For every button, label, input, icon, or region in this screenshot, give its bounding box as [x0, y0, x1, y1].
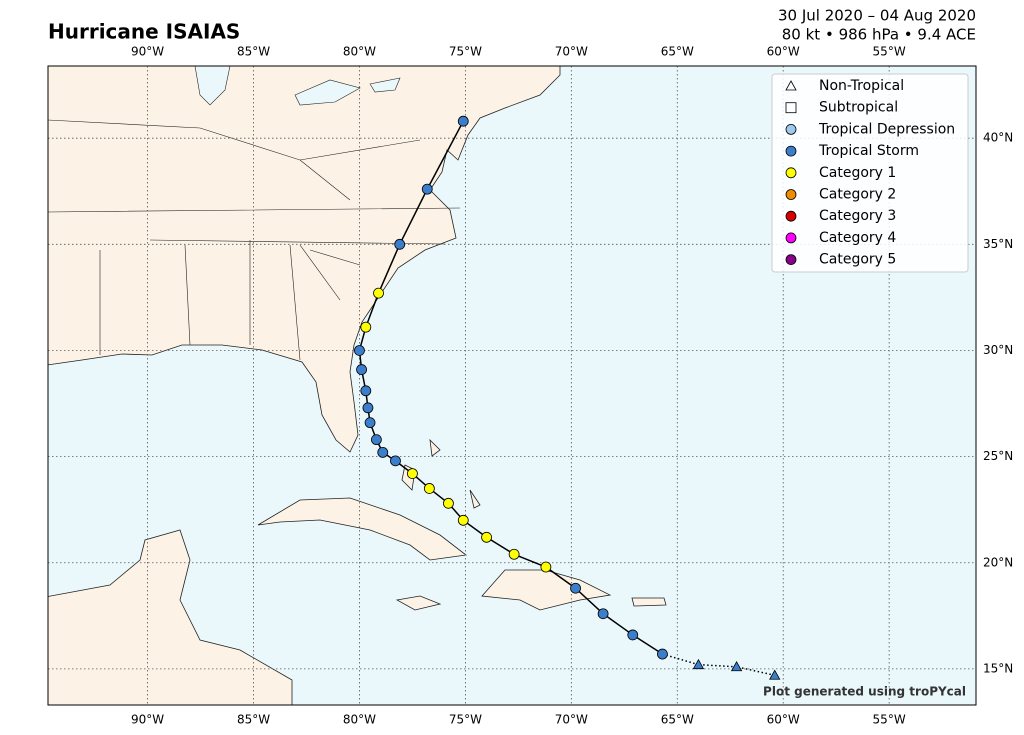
track-point [627, 629, 639, 641]
track-point [364, 417, 376, 429]
track-point [373, 287, 384, 299]
summary: 80 kt • 986 hPa • 9.4 ACE [782, 26, 976, 44]
track-point [457, 514, 469, 526]
lon-label: 90°W [131, 713, 164, 727]
legend-marker [785, 254, 797, 266]
track-segment [426, 120, 464, 190]
graticule: 90°W 90°W 85°W 85°W 80°W 80°W 75°W 75°W 70°W 70°W… [48, 45, 1013, 727]
track-segment [736, 666, 775, 677]
track-point [371, 434, 382, 446]
legend-label: Category 3 [819, 208, 896, 224]
state-border [48, 119, 461, 361]
track-point [356, 364, 367, 375]
lon-label: 75°W [449, 713, 482, 727]
track-point [423, 483, 435, 494]
legend-marker [785, 232, 797, 244]
legend-label: Non-Tropical [819, 78, 904, 94]
track-point [508, 548, 520, 560]
lon-label: 70°W [555, 713, 588, 727]
track-segment [365, 292, 380, 328]
legend-label: Category 4 [819, 230, 896, 246]
track-point [597, 608, 609, 620]
legend-label: Category 2 [819, 187, 896, 203]
lon-label: 55°W [873, 713, 906, 727]
land-layer [48, 66, 667, 705]
title: Hurricane ISAIAS [48, 20, 240, 44]
lon-label: 85°W [237, 713, 270, 727]
cuba [257, 497, 468, 561]
credit: Plot generated using troPYcal [763, 685, 966, 699]
legend-label: Category 1 [819, 165, 896, 181]
track-point [443, 497, 454, 509]
legend-label: Category 5 [819, 252, 896, 268]
track-segment [513, 553, 547, 568]
lon-label: 55°W [873, 45, 906, 59]
north-america [48, 66, 561, 453]
puerto-rico [631, 597, 667, 607]
track-point [692, 658, 705, 670]
track-point [730, 660, 743, 672]
jamaica [395, 595, 442, 611]
legend-marker [785, 145, 797, 157]
track-point [377, 446, 389, 458]
legend-marker [785, 210, 797, 222]
legend-marker [785, 80, 797, 91]
track-segment [545, 566, 576, 589]
track-point [390, 455, 401, 467]
lat-label: 30°N [983, 343, 1013, 357]
dates: 30 Jul 2020 – 04 Aug 2020 [778, 7, 976, 25]
lat-label: 25°N [983, 449, 1013, 463]
lon-label: 65°W [661, 713, 694, 727]
great-lake [194, 66, 231, 106]
legend-marker [785, 102, 797, 114]
hispaniola [481, 569, 612, 611]
track-segment [632, 634, 663, 655]
track-point [360, 385, 372, 397]
track-segment [575, 587, 604, 615]
lon-label: 70°W [555, 45, 588, 59]
lon-label: 90°W [131, 45, 164, 59]
track-segment [399, 188, 428, 245]
track-point [362, 402, 374, 414]
legend-label: Tropical Depression [818, 121, 955, 137]
track-point [394, 238, 406, 250]
lat-label: 40°N [983, 131, 1013, 145]
track-point [457, 115, 469, 127]
lon-label: 65°W [661, 45, 694, 59]
track-segment [602, 613, 634, 636]
track-point [481, 531, 492, 543]
great-lake [294, 79, 361, 106]
track-point [540, 561, 552, 573]
track-point [360, 321, 372, 333]
lon-label: 75°W [449, 45, 482, 59]
lat-label: 20°N [983, 555, 1013, 569]
lon-label: 80°W [343, 45, 376, 59]
track-point [407, 468, 418, 480]
legend-marker [785, 167, 797, 179]
legend-label: Subtropical [819, 100, 898, 116]
lon-label: 60°W [767, 713, 800, 727]
great-lake [369, 77, 401, 93]
lon-label: 60°W [767, 45, 800, 59]
legend: Non-Tropical Subtropical Tropical Depressi… [771, 73, 969, 273]
track-segment [377, 244, 401, 294]
track-layer [354, 115, 781, 680]
lat-label: 15°N [983, 661, 1013, 675]
lon-label: 80°W [343, 713, 376, 727]
legend-box [771, 73, 969, 273]
legend-label: Tropical Storm [818, 143, 919, 159]
track-point [570, 582, 581, 594]
legend-marker [785, 189, 797, 200]
track-point [354, 345, 365, 356]
lat-label: 35°N [983, 237, 1013, 251]
legend-marker [785, 123, 797, 135]
track-point [421, 183, 433, 195]
central-america [48, 529, 293, 705]
map-frame [47, 65, 977, 706]
lon-label: 85°W [237, 45, 270, 59]
track-point [769, 669, 781, 680]
track-point [657, 648, 668, 660]
